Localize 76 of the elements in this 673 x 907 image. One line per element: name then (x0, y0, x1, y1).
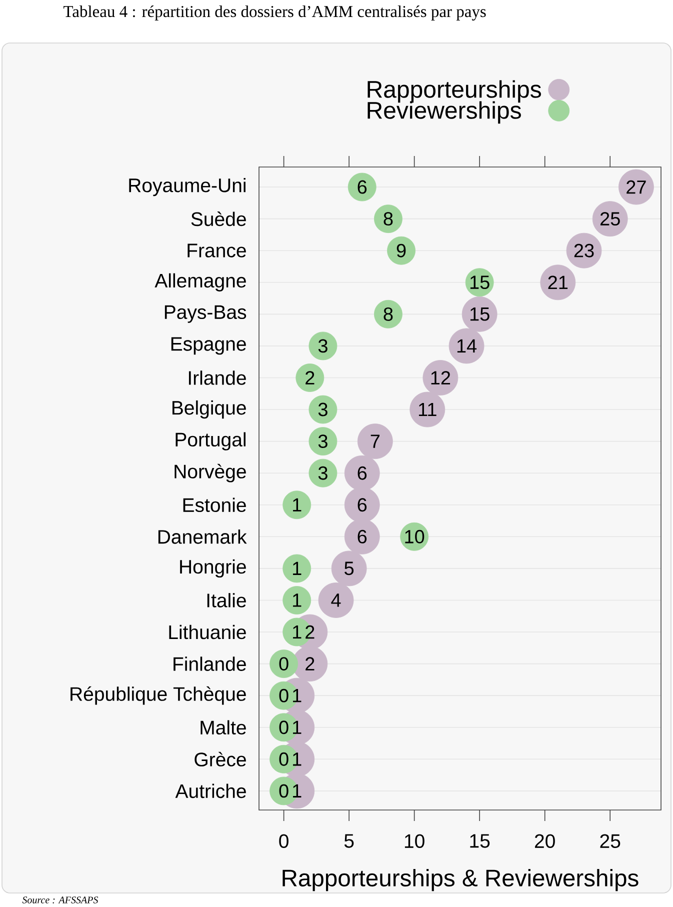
data-label: 3 (318, 466, 328, 480)
data-label: 3 (318, 339, 328, 353)
x-axis-title: Rapporteurships & Reviewerships (282, 868, 638, 892)
data-label: 1 (293, 594, 302, 607)
data-label: 7 (370, 434, 380, 448)
y-tick-label: Danemark (158, 530, 247, 544)
data-label: 2 (306, 371, 314, 384)
y-tick-label: République Tchèque (70, 686, 246, 705)
data-label: 3 (318, 402, 328, 416)
data-label: 0 (279, 688, 288, 702)
data-label: 0 (279, 657, 288, 671)
data-label: 3 (318, 434, 328, 448)
data-label: 6 (358, 466, 367, 480)
data-label: 0 (279, 720, 288, 734)
x-tick-label: 15 (470, 834, 490, 848)
y-tick-label: Grèce (194, 752, 246, 766)
data-label: 2 (306, 625, 314, 639)
data-label: 1 (293, 562, 302, 575)
data-label: 2 (306, 657, 314, 670)
data-label: 1 (293, 498, 302, 512)
x-tick-label: 20 (534, 834, 555, 848)
x-tick-label: 0 (279, 834, 288, 848)
y-tick-label: Allemagne (154, 273, 246, 292)
data-label: 1 (293, 784, 302, 798)
y-tick-label: Finlande (174, 656, 246, 671)
x-tick-label: 25 (600, 834, 620, 848)
y-tick-label: Hongrie (180, 559, 246, 578)
y-tick-label: Autriche (175, 784, 246, 798)
y-tick-label: Suède (191, 212, 246, 226)
data-label: 21 (548, 276, 568, 290)
data-label: 8 (384, 212, 393, 226)
data-label: 9 (396, 244, 406, 258)
y-tick-label: France (188, 244, 246, 258)
y-tick-label: Pays-Bas (164, 305, 246, 323)
point (331, 550, 367, 586)
y-tick-label: Lithuanie (169, 624, 246, 640)
source-note: Source : AFSSAPS (22, 896, 98, 904)
data-label: 1 (293, 689, 302, 702)
data-label: 1 (293, 625, 302, 639)
data-label: 6 (358, 530, 367, 544)
data-label: 0 (279, 784, 288, 798)
data-label: 6 (358, 180, 367, 194)
data-label: 5 (344, 562, 354, 576)
x-tick-label: 10 (404, 834, 424, 848)
point (357, 424, 393, 460)
legend-label: Rapporteurships (368, 80, 541, 103)
data-label: 25 (600, 212, 620, 226)
y-tick-label: Malte (200, 720, 246, 735)
y-tick-label: Belgique (172, 400, 246, 419)
data-label: 23 (574, 244, 594, 258)
data-label: 27 (626, 180, 646, 194)
point (344, 487, 380, 523)
data-label: 0 (279, 752, 288, 766)
data-label: 15 (470, 276, 490, 290)
data-label: 14 (457, 339, 477, 352)
data-label: 15 (470, 308, 490, 321)
data-label: 8 (384, 307, 393, 321)
data-label: 10 (405, 530, 424, 544)
y-tick-label: Royaume-Uni (129, 178, 246, 196)
y-tick-label: Estonie (183, 498, 246, 512)
point (344, 455, 380, 491)
data-label: 11 (418, 402, 436, 416)
y-tick-label: Irlande (188, 370, 246, 385)
data-label: 6 (358, 498, 367, 512)
y-tick-label: Norvège (174, 464, 246, 482)
data-label: 4 (331, 594, 341, 607)
data-label: 1 (293, 720, 302, 734)
data-label: 12 (431, 371, 450, 384)
x-tick-label: 5 (344, 834, 354, 848)
y-tick-label: Portugal (176, 432, 246, 450)
y-tick-label: Espagne (171, 337, 246, 355)
data-label: 1 (293, 752, 302, 766)
point (344, 518, 380, 554)
chart-title: Tableau 4 : répartition des dossiers d’AMM centralisés par pays (63, 5, 486, 21)
legend-label: Reviewerships (368, 101, 521, 124)
y-tick-label: Italie (207, 593, 246, 608)
